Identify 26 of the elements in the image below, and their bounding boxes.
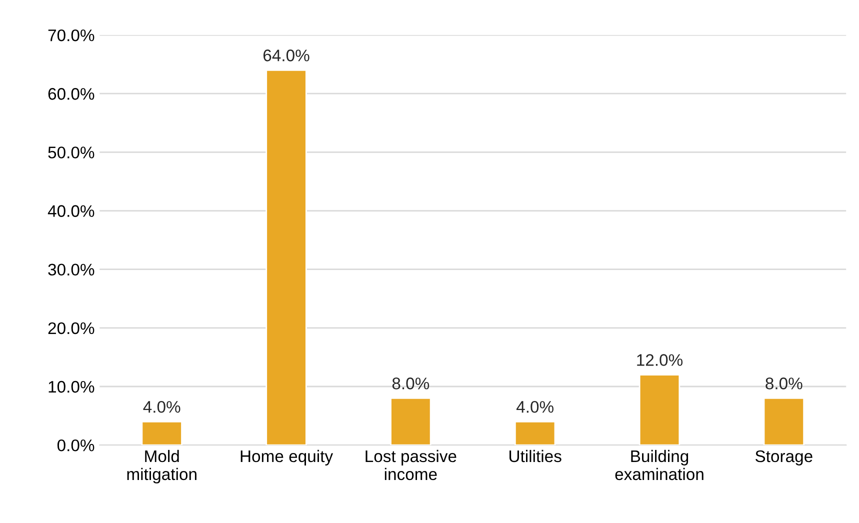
y-tick-label: 0.0% xyxy=(57,439,94,452)
data-label: 4.0% xyxy=(516,400,554,413)
x-tick-label: Storage xyxy=(755,450,812,466)
x-tick-label: Mold mitigation xyxy=(127,450,196,484)
data-label: 8.0% xyxy=(392,378,430,390)
y-tick-label: 40.0% xyxy=(48,205,94,217)
data-label: 8.0% xyxy=(766,378,802,390)
bar xyxy=(638,374,680,446)
y-tick-label: 50.0% xyxy=(48,146,94,158)
data-label: 4.0% xyxy=(143,400,180,413)
bar xyxy=(514,420,556,446)
y-tick-label: 20.0% xyxy=(48,322,94,334)
data-label: 64.0% xyxy=(263,50,310,62)
x-tick-label: Utilities xyxy=(510,450,562,462)
x-tick-label: Lost passive income xyxy=(366,450,456,480)
y-tick-label: 60.0% xyxy=(48,88,94,100)
x-tick-label: Home equity xyxy=(240,450,334,466)
bar xyxy=(763,398,805,446)
bar xyxy=(141,420,182,446)
bar xyxy=(390,398,432,446)
bar xyxy=(266,69,307,446)
data-label: 12.0% xyxy=(637,354,683,366)
x-tick-label: Building examination xyxy=(615,450,704,480)
y-tick-label: 70.0% xyxy=(48,29,94,42)
y-tick-label: 30.0% xyxy=(48,264,94,276)
y-tick-label: 10.0% xyxy=(48,380,94,393)
